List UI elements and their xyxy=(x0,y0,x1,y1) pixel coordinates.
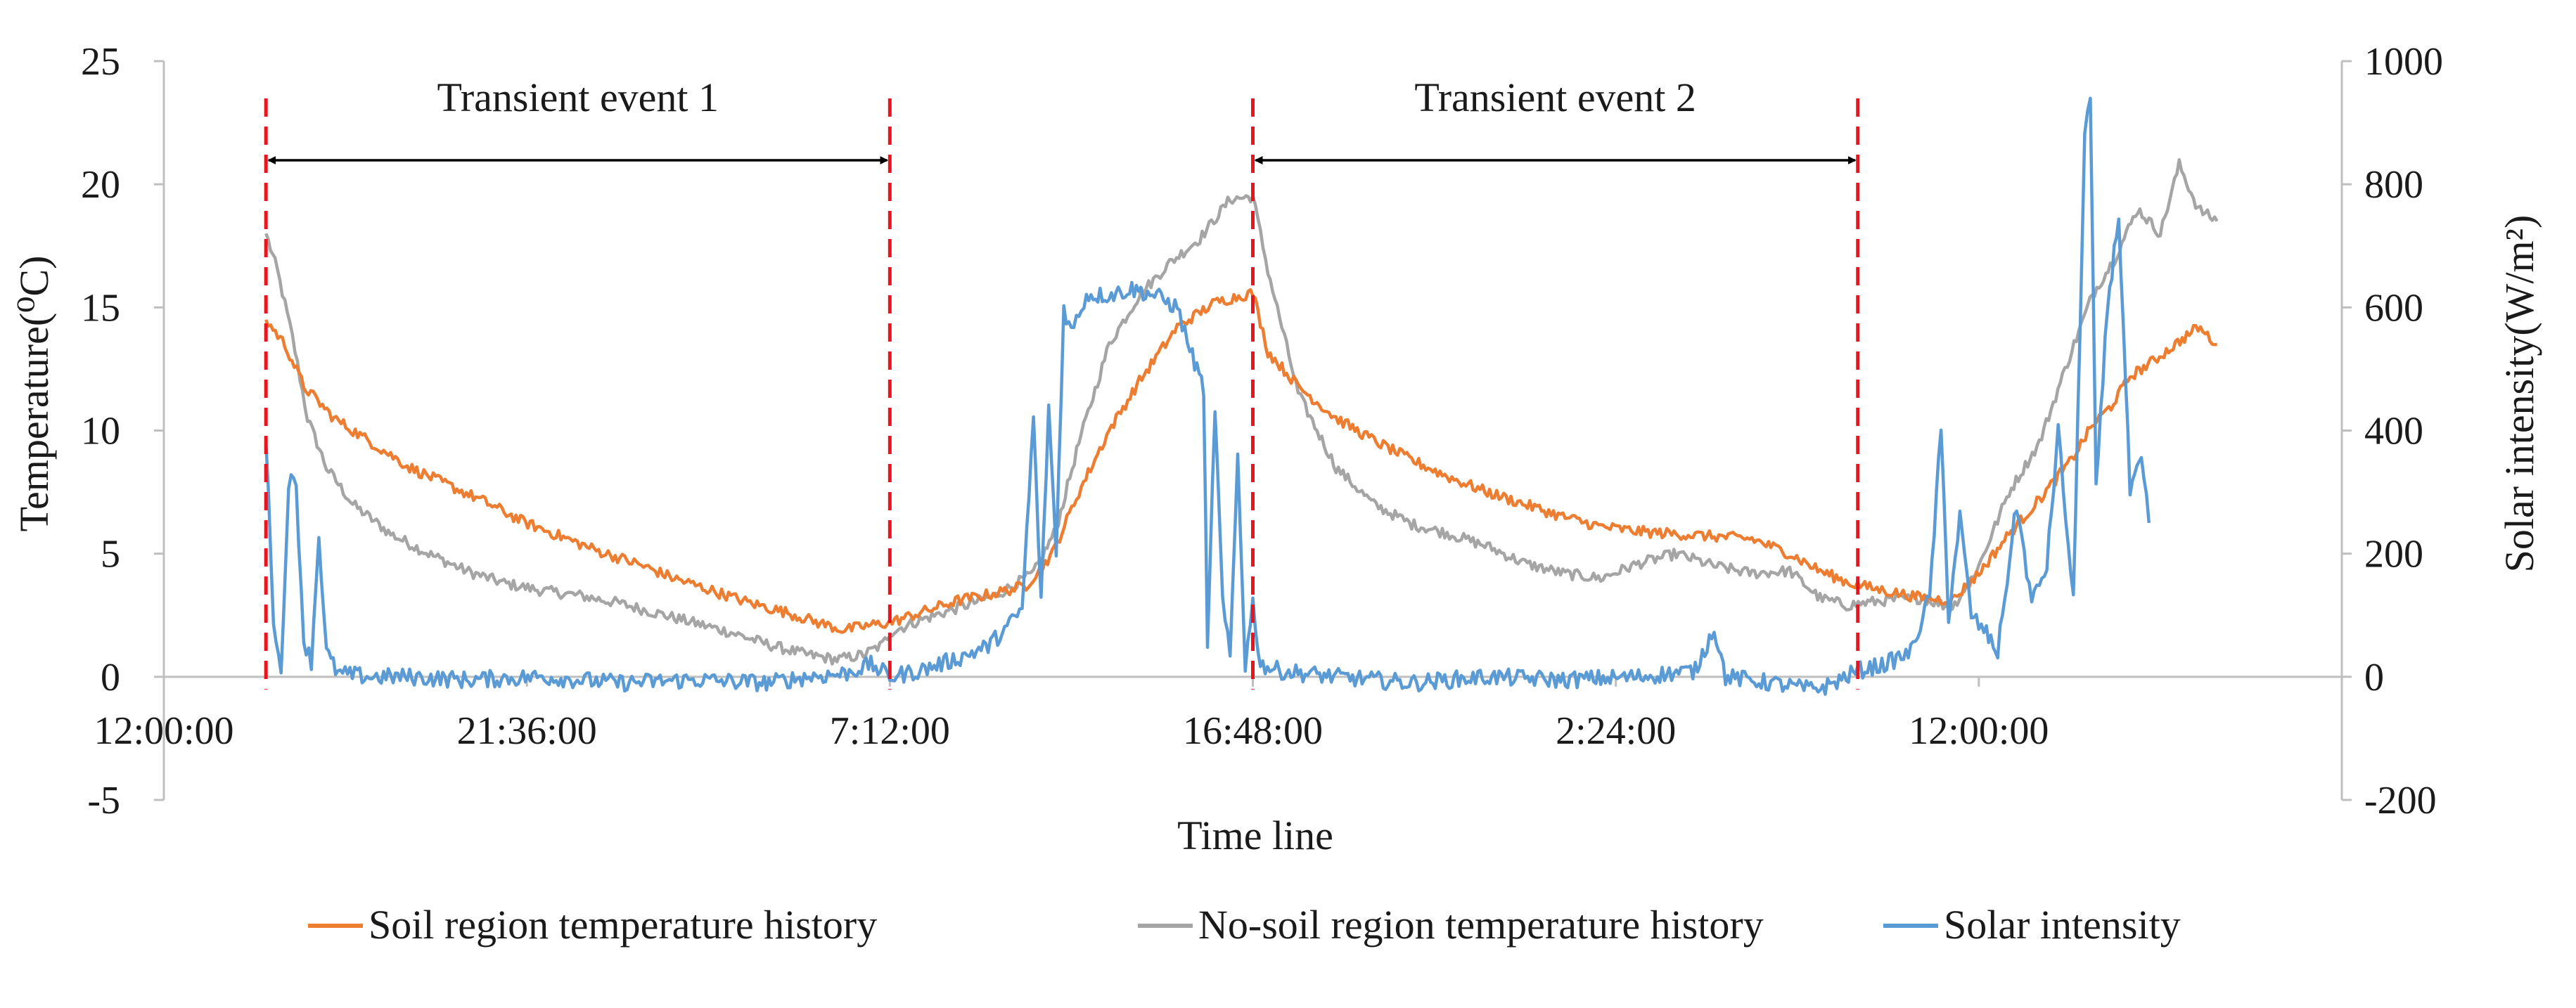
y2-axis-title: Solar intensity(W/m²) xyxy=(2497,215,2542,573)
y-tick-label: 5 xyxy=(101,533,120,576)
x-tick-label: 7:12:00 xyxy=(830,709,950,753)
legend-label: Solar intensity xyxy=(1944,902,2181,948)
y-tick-label: 10 xyxy=(81,410,120,453)
x-tick-label: 21:36:00 xyxy=(457,709,597,753)
series-line-no-soil-region-temperature-history xyxy=(264,157,2219,666)
y-tick-label: 20 xyxy=(81,163,120,207)
x-tick-label: 12:00:00 xyxy=(94,709,233,753)
legend: Soil region temperature history No-soil r… xyxy=(308,902,2181,948)
y2-tick-label: -200 xyxy=(2364,779,2437,822)
x-axis-title: Time line xyxy=(1177,813,1333,858)
x-tick-label: 16:48:00 xyxy=(1183,709,1323,753)
y2-tick-label: 200 xyxy=(2364,533,2423,576)
plot-area xyxy=(264,96,2219,696)
y2-tick-label: 800 xyxy=(2364,163,2423,207)
legend-label: No-soil region temperature history xyxy=(1198,902,1764,948)
y2-tick-label: 600 xyxy=(2364,286,2423,330)
series-line-soil-region-temperature-history xyxy=(264,287,2217,634)
y-tick-label: -5 xyxy=(87,779,120,822)
y2-tick-label: 0 xyxy=(2364,656,2384,699)
y-tick-label: 25 xyxy=(81,40,120,84)
y-axis-title: Temperature(⁰C) xyxy=(11,256,57,532)
y2-tick-label: 400 xyxy=(2364,410,2423,453)
event-label-1: Transient event 1 xyxy=(437,75,719,120)
legend-label: Soil region temperature history xyxy=(369,902,877,948)
y2-tick-label: 1000 xyxy=(2364,40,2443,84)
x-tick-label: 2:24:00 xyxy=(1556,709,1676,753)
y-tick-label: 0 xyxy=(101,656,120,699)
event-label-2: Transient event 2 xyxy=(1414,75,1696,120)
axes: -5 0 5 10 15 20 25 -200 0 200 400 600 800 1000 12:00:0… xyxy=(81,40,2443,822)
x-tick-label: 12:00:00 xyxy=(1909,709,2049,753)
annotations: Transient event 1 Transient event 2 xyxy=(264,75,1860,690)
series-line-solar-intensity xyxy=(264,96,2151,696)
y-tick-label: 15 xyxy=(81,286,120,330)
